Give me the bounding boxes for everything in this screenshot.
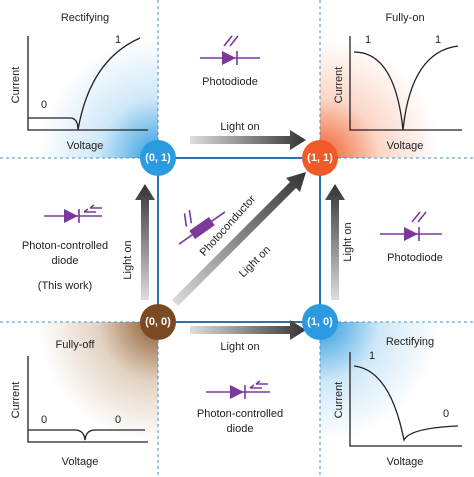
- y-label: Current: [333, 382, 345, 419]
- y-label: Current: [10, 67, 22, 104]
- node-label: (1, 1): [307, 152, 333, 164]
- device-label: Photodiode: [202, 76, 258, 88]
- device-note: (This work): [38, 280, 92, 292]
- panel-title: Fully-on: [385, 12, 424, 24]
- photoconductor-symbol: [178, 209, 226, 245]
- panel-title: Rectifying: [61, 12, 109, 24]
- transition-label: Light on: [122, 240, 134, 279]
- y-label: Current: [333, 67, 345, 104]
- device-label: diode: [52, 255, 79, 267]
- curve-label: 1: [435, 34, 441, 46]
- transition-label: Light on: [342, 222, 354, 261]
- curve-label: 1: [115, 34, 121, 46]
- y-label: Current: [10, 382, 22, 419]
- curve-label: 0: [115, 414, 121, 426]
- transition-label: Light on: [220, 121, 259, 133]
- transition-label: Light on: [220, 341, 259, 353]
- x-label: Voltage: [62, 456, 99, 468]
- square: [157, 157, 321, 323]
- photodiode-symbol: [380, 211, 442, 241]
- panel: Rectifying 1 0 Voltage Current: [333, 336, 462, 468]
- x-label: Voltage: [387, 140, 424, 152]
- photon-controlled-diode-symbol: [44, 204, 102, 223]
- curve-label: 0: [41, 414, 47, 426]
- transition-label: Light on: [237, 244, 273, 280]
- x-label: Voltage: [387, 456, 424, 468]
- photon-controlled-diode-symbol: [206, 380, 270, 399]
- curve-label: 0: [41, 99, 47, 111]
- device-label: Photodiode: [387, 252, 443, 264]
- panel: Rectifying 0 1 Voltage Current: [10, 12, 148, 152]
- node: (0, 1): [140, 140, 176, 176]
- photodiode-symbol: [200, 35, 260, 65]
- panel: Fully-on 1 1 Voltage Current: [333, 12, 462, 152]
- x-label: Voltage: [67, 140, 104, 152]
- node: (0, 0): [140, 304, 176, 340]
- device-label: diode: [227, 423, 254, 435]
- panel: Fully-off 0 0 Voltage Current: [10, 339, 148, 468]
- device-label: Photon-controlled: [197, 408, 283, 420]
- curve-label: 1: [365, 34, 371, 46]
- node: (1, 1): [302, 140, 338, 176]
- device-label: Photon-controlled: [22, 240, 108, 252]
- arrows: [135, 130, 345, 340]
- panel-title: Rectifying: [386, 336, 434, 348]
- node-label: (0, 1): [145, 152, 171, 164]
- node-label: (0, 0): [145, 316, 171, 328]
- node: (1, 0): [302, 304, 338, 340]
- curve-label: 1: [369, 350, 375, 362]
- curve-label: 0: [443, 408, 449, 420]
- panel-title: Fully-off: [56, 339, 96, 351]
- node-label: (1, 0): [307, 316, 333, 328]
